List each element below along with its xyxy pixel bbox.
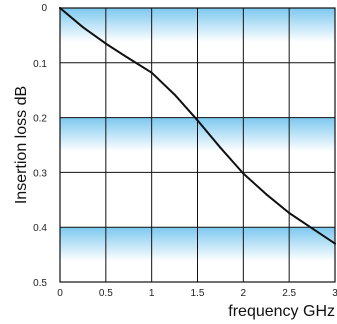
data-point [173,93,176,96]
data-point [196,119,199,122]
data-point [127,57,130,60]
x-tick-label: 1.5 [191,288,205,299]
x-tick-labels: 0 0.5 1 1.5 2 2.5 3 [57,288,337,299]
y-tick-label: 0.2 [33,114,47,125]
data-point [104,42,107,45]
y-tick-label: 0 [41,3,47,14]
x-tick-label: 3 [332,288,337,299]
data-point [219,146,222,149]
y-tick-labels: 0 0.1 0.2 0.3 0.4 0.5 [33,3,47,289]
x-axis-title: frequency GHz [228,303,335,320]
data-point [265,193,268,196]
y-tick-label: 0.4 [33,223,47,234]
data-point [150,71,153,74]
y-axis-title: Insertion loss dB [13,86,30,204]
x-tick-label: 2.5 [282,288,296,299]
data-point [288,211,291,214]
y-tick-label: 0.3 [33,168,47,179]
x-tick-label: 1 [149,288,155,299]
x-tick-label: 2 [241,288,247,299]
y-tick-label: 0.1 [33,59,47,70]
plot-border [59,7,336,283]
data-point [311,227,314,230]
x-tick-label: 0.5 [99,288,113,299]
data-point [81,26,84,29]
x-tick-label: 0 [57,288,63,299]
y-tick-label: 0.5 [33,278,47,289]
data-point [242,172,245,175]
